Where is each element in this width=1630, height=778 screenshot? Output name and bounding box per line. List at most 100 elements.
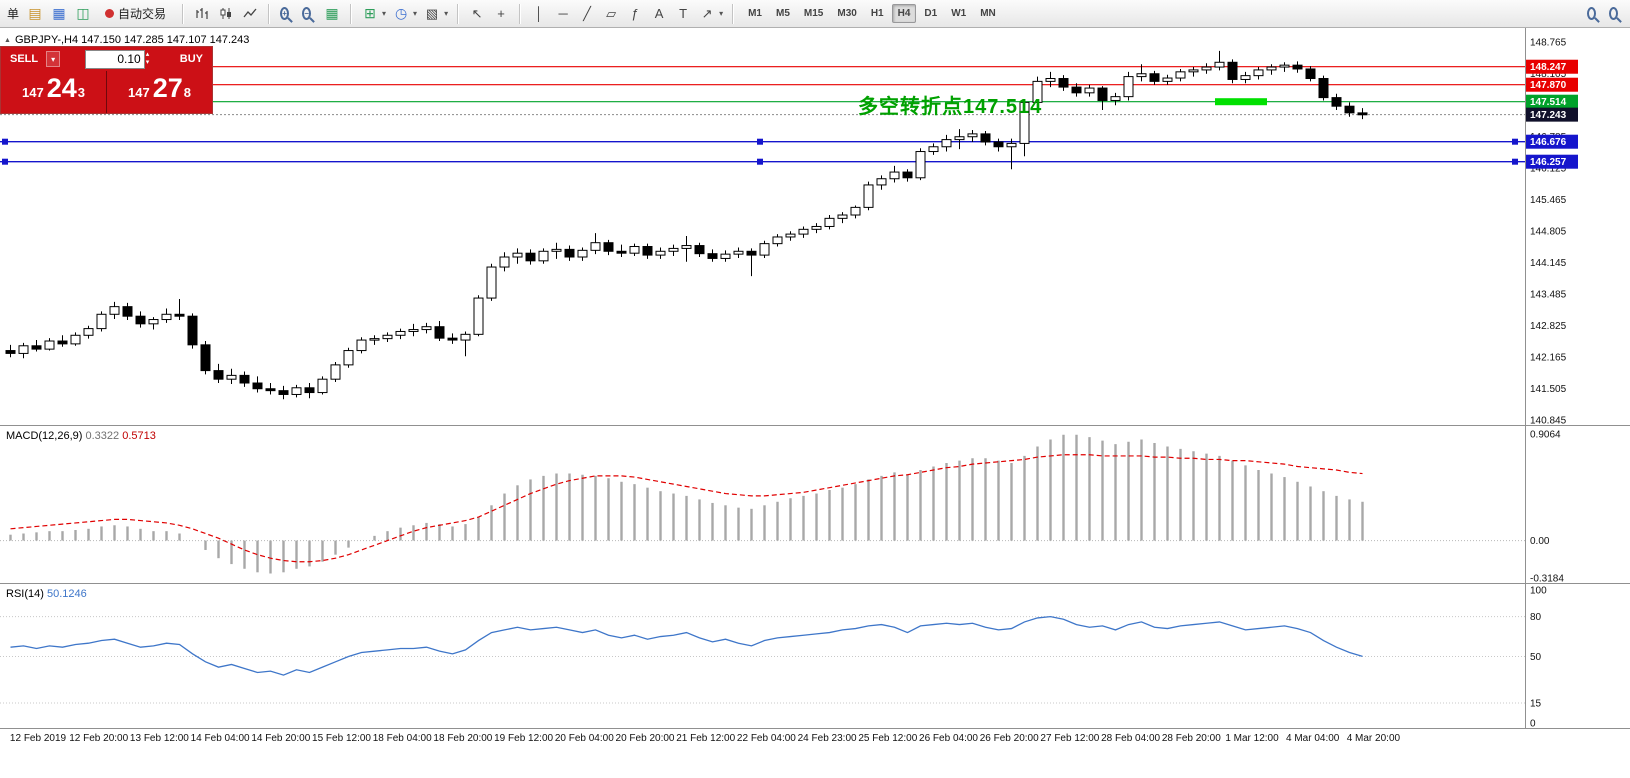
- timeframe-m15[interactable]: M15: [798, 4, 829, 23]
- sell-price-big: 24: [46, 73, 77, 103]
- timeframe-m5[interactable]: M5: [770, 4, 796, 23]
- candle: [928, 146, 939, 153]
- time-label: 14 Feb 20:00: [251, 733, 311, 744]
- timeframe-m30[interactable]: M30: [831, 4, 862, 23]
- candle: [317, 378, 328, 394]
- horizontal-line-icon[interactable]: ─: [558, 6, 568, 21]
- candle: [1058, 78, 1069, 88]
- volume-spinner: ▴ ▾: [146, 51, 150, 67]
- separator: [457, 3, 460, 24]
- vertical-line-icon[interactable]: │: [535, 6, 544, 21]
- candle: [746, 250, 757, 256]
- candle: [772, 236, 783, 245]
- macd-signal-line: [10, 454, 1363, 563]
- timeframe-w1[interactable]: W1: [945, 4, 972, 23]
- timeframe-h4[interactable]: H4: [891, 4, 917, 23]
- candle: [135, 315, 146, 325]
- separator: [182, 3, 185, 24]
- candle: [187, 315, 198, 346]
- candle: [967, 133, 978, 138]
- trade-panel-top-row: SELL ▾ ▴ ▾ BUY: [1, 47, 212, 71]
- zoom-in-glass: +: [280, 7, 290, 20]
- zoom-in-icon[interactable]: +: [277, 4, 297, 24]
- macd-tick: 0.00: [1530, 536, 1550, 547]
- label-tool-icon[interactable]: T: [679, 6, 688, 21]
- candle: [96, 313, 107, 330]
- volume-input[interactable]: [84, 49, 145, 69]
- price-tick: 148.765: [1530, 38, 1567, 49]
- symbol-search-icon[interactable]: [1606, 4, 1626, 24]
- arrows-tool-icon[interactable]: ↗: [701, 5, 713, 21]
- zoom-out-icon[interactable]: −: [299, 4, 319, 24]
- ohlc-text: GBPJPY-,H4 147.150 147.285 147.107 147.2…: [14, 34, 250, 46]
- time-label: 18 Feb 20:00: [433, 733, 493, 744]
- candle: [1357, 112, 1368, 116]
- trade-panel-prices: 147 24 3 147 27 8: [1, 71, 212, 113]
- timeframe-m1[interactable]: M1: [742, 4, 768, 23]
- periods-icon[interactable]: ◷: [394, 5, 408, 21]
- tile-windows-icon[interactable]: ▦: [325, 5, 339, 21]
- volume-down-icon[interactable]: ▾: [145, 59, 150, 66]
- timeframe-d1[interactable]: D1: [918, 4, 943, 23]
- line-chart-icon[interactable]: [239, 3, 261, 25]
- candle: [889, 171, 900, 180]
- candle: [811, 225, 822, 230]
- timeframe-h1[interactable]: H1: [865, 4, 890, 23]
- autotrading-button[interactable]: 自动交易: [98, 3, 173, 25]
- candle: [148, 319, 159, 325]
- fibonacci-icon[interactable]: ƒ: [631, 6, 639, 21]
- line-handle: [2, 158, 8, 165]
- candle: [1292, 64, 1303, 70]
- search-icon[interactable]: [1584, 4, 1604, 24]
- pivot-highlight-segment[interactable]: [1215, 98, 1267, 106]
- indicators-dropdown-icon[interactable]: ▾: [382, 9, 387, 18]
- candle: [252, 382, 263, 390]
- new-order-label[interactable]: 单: [7, 7, 20, 21]
- bar-chart-icon[interactable]: [191, 3, 213, 25]
- buy-button[interactable]: BUY: [174, 53, 209, 65]
- rsi-label: RSI(14) 50.1246: [6, 588, 87, 600]
- expand-marker-icon[interactable]: ▲: [4, 36, 11, 44]
- sell-dropdown[interactable]: ▾: [46, 51, 61, 67]
- candle: [1162, 77, 1173, 82]
- candle: [1175, 71, 1186, 79]
- volume-up-icon[interactable]: ▴: [145, 51, 150, 58]
- candle: [174, 313, 185, 317]
- templates-dropdown-icon[interactable]: ▾: [444, 9, 449, 18]
- time-axis[interactable]: 12 Feb 2019 12 Feb 20:00 13 Feb 12:00 14 Fe…: [0, 728, 1630, 778]
- candlestick-chart-icon[interactable]: [215, 3, 237, 25]
- periods-dropdown-icon[interactable]: ▾: [413, 9, 418, 18]
- cursor-icon[interactable]: ↖: [471, 5, 483, 21]
- rsi-tick: 15: [1530, 699, 1542, 710]
- charts-icon[interactable]: ▦: [52, 5, 66, 21]
- text-tool-icon[interactable]: A: [654, 6, 664, 21]
- time-label: 20 Feb 20:00: [615, 733, 675, 744]
- price-tick: 140.845: [1530, 416, 1567, 426]
- trendline-icon[interactable]: ╱: [583, 5, 591, 21]
- rsi-canvas[interactable]: 100 80 50 15 0: [0, 584, 1630, 728]
- zoom-out-glass: −: [302, 7, 312, 20]
- templates-icon[interactable]: ▧: [425, 5, 439, 21]
- channel-icon[interactable]: ▱: [606, 5, 617, 21]
- time-label: 19 Feb 12:00: [494, 733, 554, 744]
- candle: [421, 326, 432, 331]
- arrows-dropdown-icon[interactable]: ▾: [719, 9, 724, 18]
- candle: [1214, 61, 1225, 68]
- candle: [1019, 101, 1030, 144]
- sell-button[interactable]: SELL: [4, 53, 44, 65]
- rsi-tick: 0: [1530, 719, 1536, 729]
- sell-price-prefix: 147: [22, 85, 44, 100]
- time-label: 12 Feb 2019: [9, 733, 67, 744]
- macd-canvas[interactable]: 0.9064 0.00 -0.3184: [0, 426, 1630, 583]
- crosshair-icon[interactable]: +: [497, 6, 505, 21]
- buy-price[interactable]: 147 27 8: [107, 71, 212, 113]
- indicators-icon[interactable]: ⊞: [364, 5, 376, 21]
- main-chart-canvas[interactable]: 148.765148.105147.445146.785146.125145.4…: [0, 28, 1630, 425]
- candle: [1266, 66, 1277, 71]
- time-label: 18 Feb 04:00: [372, 733, 432, 744]
- sell-price[interactable]: 147 24 3: [1, 71, 106, 113]
- new-order-icon[interactable]: ▤: [28, 5, 42, 21]
- timeframe-mn[interactable]: MN: [974, 4, 1002, 23]
- market-watch-icon[interactable]: ◫: [76, 5, 90, 21]
